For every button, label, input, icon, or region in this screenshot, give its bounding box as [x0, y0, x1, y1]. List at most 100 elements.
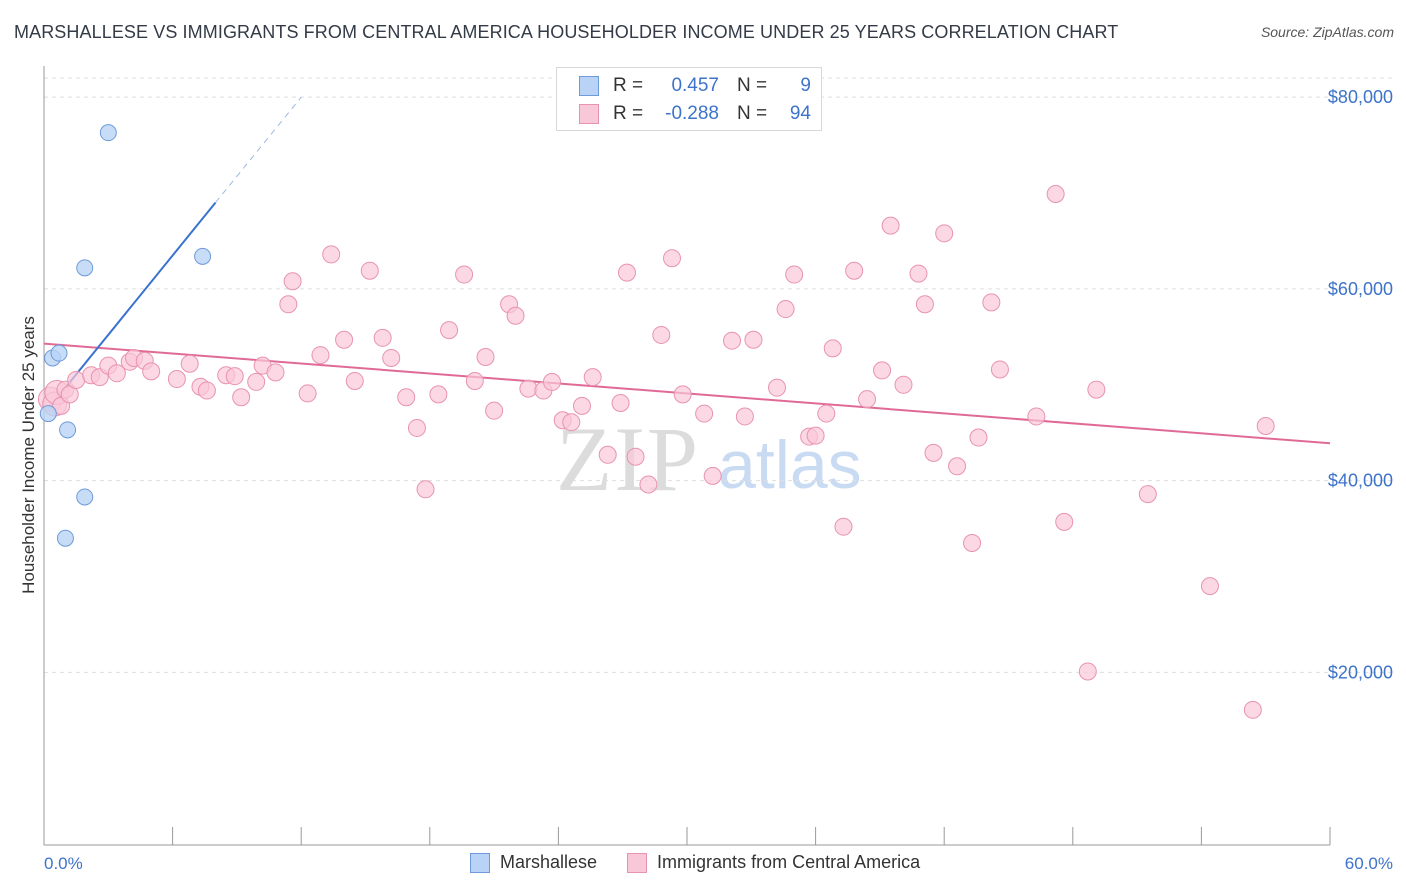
- point-central-america: [247, 372, 266, 391]
- point-central-america: [506, 306, 525, 325]
- point-central-america: [924, 443, 943, 462]
- point-marshallese: [194, 247, 212, 265]
- x-tick-labels: 0.0% 60.0%: [44, 854, 1393, 873]
- legend-swatch-pink: [579, 104, 599, 124]
- trend-extension-marshallese: [215, 96, 302, 203]
- point-central-america: [768, 378, 787, 397]
- r-value: 0.457: [671, 75, 719, 96]
- point-central-america: [695, 404, 714, 423]
- x-tick-label: 0.0%: [44, 854, 83, 873]
- r-value: -0.288: [665, 103, 719, 124]
- point-central-america: [397, 388, 416, 407]
- point-central-america: [785, 265, 804, 284]
- point-central-america: [283, 272, 302, 291]
- point-central-america: [703, 466, 722, 485]
- point-central-america: [197, 381, 216, 400]
- point-central-america: [662, 249, 681, 268]
- legend-item-central-america: Immigrants from Central America: [627, 852, 920, 873]
- legend-swatch-pink: [627, 852, 648, 873]
- point-central-america: [1078, 662, 1097, 681]
- series-legend: Marshallese Immigrants from Central Amer…: [470, 852, 950, 873]
- point-central-america: [673, 385, 692, 404]
- point-central-america: [279, 295, 298, 314]
- point-marshallese: [50, 344, 68, 362]
- point-central-america: [982, 293, 1001, 312]
- point-central-america: [1200, 577, 1219, 596]
- point-central-america: [167, 370, 186, 389]
- n-label: N =: [737, 75, 768, 96]
- point-central-america: [1055, 512, 1074, 531]
- y-tick-label: $80,000: [1328, 87, 1393, 107]
- legend-item-marshallese: Marshallese: [470, 852, 597, 873]
- point-central-america: [225, 367, 244, 386]
- point-central-america: [382, 348, 401, 367]
- point-central-america: [873, 361, 892, 380]
- y-tick-label: $20,000: [1328, 662, 1393, 682]
- y-tick-labels: $20,000 $40,000 $60,000 $80,000: [1328, 87, 1393, 682]
- axes: [43, 66, 1331, 846]
- point-central-america: [407, 418, 426, 437]
- legend-swatch-blue: [470, 852, 490, 873]
- point-central-america: [639, 475, 658, 494]
- point-central-america: [1138, 485, 1157, 504]
- x-tick-label: 60.0%: [1345, 854, 1393, 873]
- point-central-america: [1046, 185, 1065, 204]
- point-central-america: [626, 447, 645, 466]
- y-tick-label: $60,000: [1328, 279, 1393, 299]
- point-central-america: [311, 346, 330, 365]
- point-central-america: [1243, 700, 1262, 719]
- point-central-america: [476, 347, 495, 366]
- point-marshallese: [56, 529, 74, 547]
- point-central-america: [858, 390, 877, 409]
- point-central-america: [440, 321, 459, 340]
- point-central-america: [806, 426, 825, 445]
- point-central-america: [652, 325, 671, 344]
- point-central-america: [823, 339, 842, 358]
- chart-title: MARSHALLESE VS IMMIGRANTS FROM CENTRAL A…: [14, 22, 1119, 42]
- y-tick-label: $40,000: [1328, 471, 1393, 491]
- point-central-america: [298, 384, 317, 403]
- gridlines: [44, 77, 1392, 673]
- point-marshallese: [76, 259, 94, 277]
- point-central-america: [142, 362, 161, 381]
- point-central-america: [485, 401, 504, 420]
- point-central-america: [598, 445, 617, 464]
- point-central-america: [519, 379, 538, 398]
- point-central-america: [915, 295, 934, 314]
- data-points: [37, 124, 1275, 719]
- point-central-america: [429, 385, 448, 404]
- point-central-america: [107, 364, 126, 383]
- point-central-america: [373, 328, 392, 347]
- legend-swatch-blue: [579, 76, 599, 96]
- point-central-america: [360, 261, 379, 280]
- point-central-america: [416, 480, 435, 499]
- point-central-america: [969, 428, 988, 447]
- point-central-america: [455, 265, 474, 284]
- point-central-america: [935, 224, 954, 243]
- point-central-america: [335, 330, 354, 349]
- point-central-america: [572, 396, 591, 415]
- y-axis-label: Householder Income Under 25 years: [19, 316, 38, 594]
- point-central-america: [345, 371, 364, 390]
- watermark-atlas: atlas: [718, 427, 862, 503]
- point-central-america: [180, 354, 199, 373]
- point-central-america: [735, 407, 754, 426]
- point-marshallese: [59, 421, 77, 439]
- legend-label-marshallese: Marshallese: [500, 852, 598, 872]
- point-central-america: [266, 363, 285, 382]
- point-central-america: [465, 371, 484, 390]
- point-central-america: [562, 413, 581, 432]
- source-credit: Source: ZipAtlas.com: [1260, 24, 1394, 40]
- point-central-america: [617, 263, 636, 282]
- point-central-america: [1087, 380, 1106, 399]
- legend-label-central-america: Immigrants from Central America: [657, 852, 921, 872]
- n-value: 94: [789, 103, 811, 124]
- point-central-america: [881, 216, 900, 235]
- r-label: R =: [613, 75, 644, 96]
- point-marshallese: [76, 488, 94, 506]
- legend-row-central-america: R = -0.288 N = 94: [579, 102, 811, 126]
- point-central-america: [723, 331, 742, 350]
- point-central-america: [611, 394, 630, 413]
- point-central-america: [232, 388, 251, 407]
